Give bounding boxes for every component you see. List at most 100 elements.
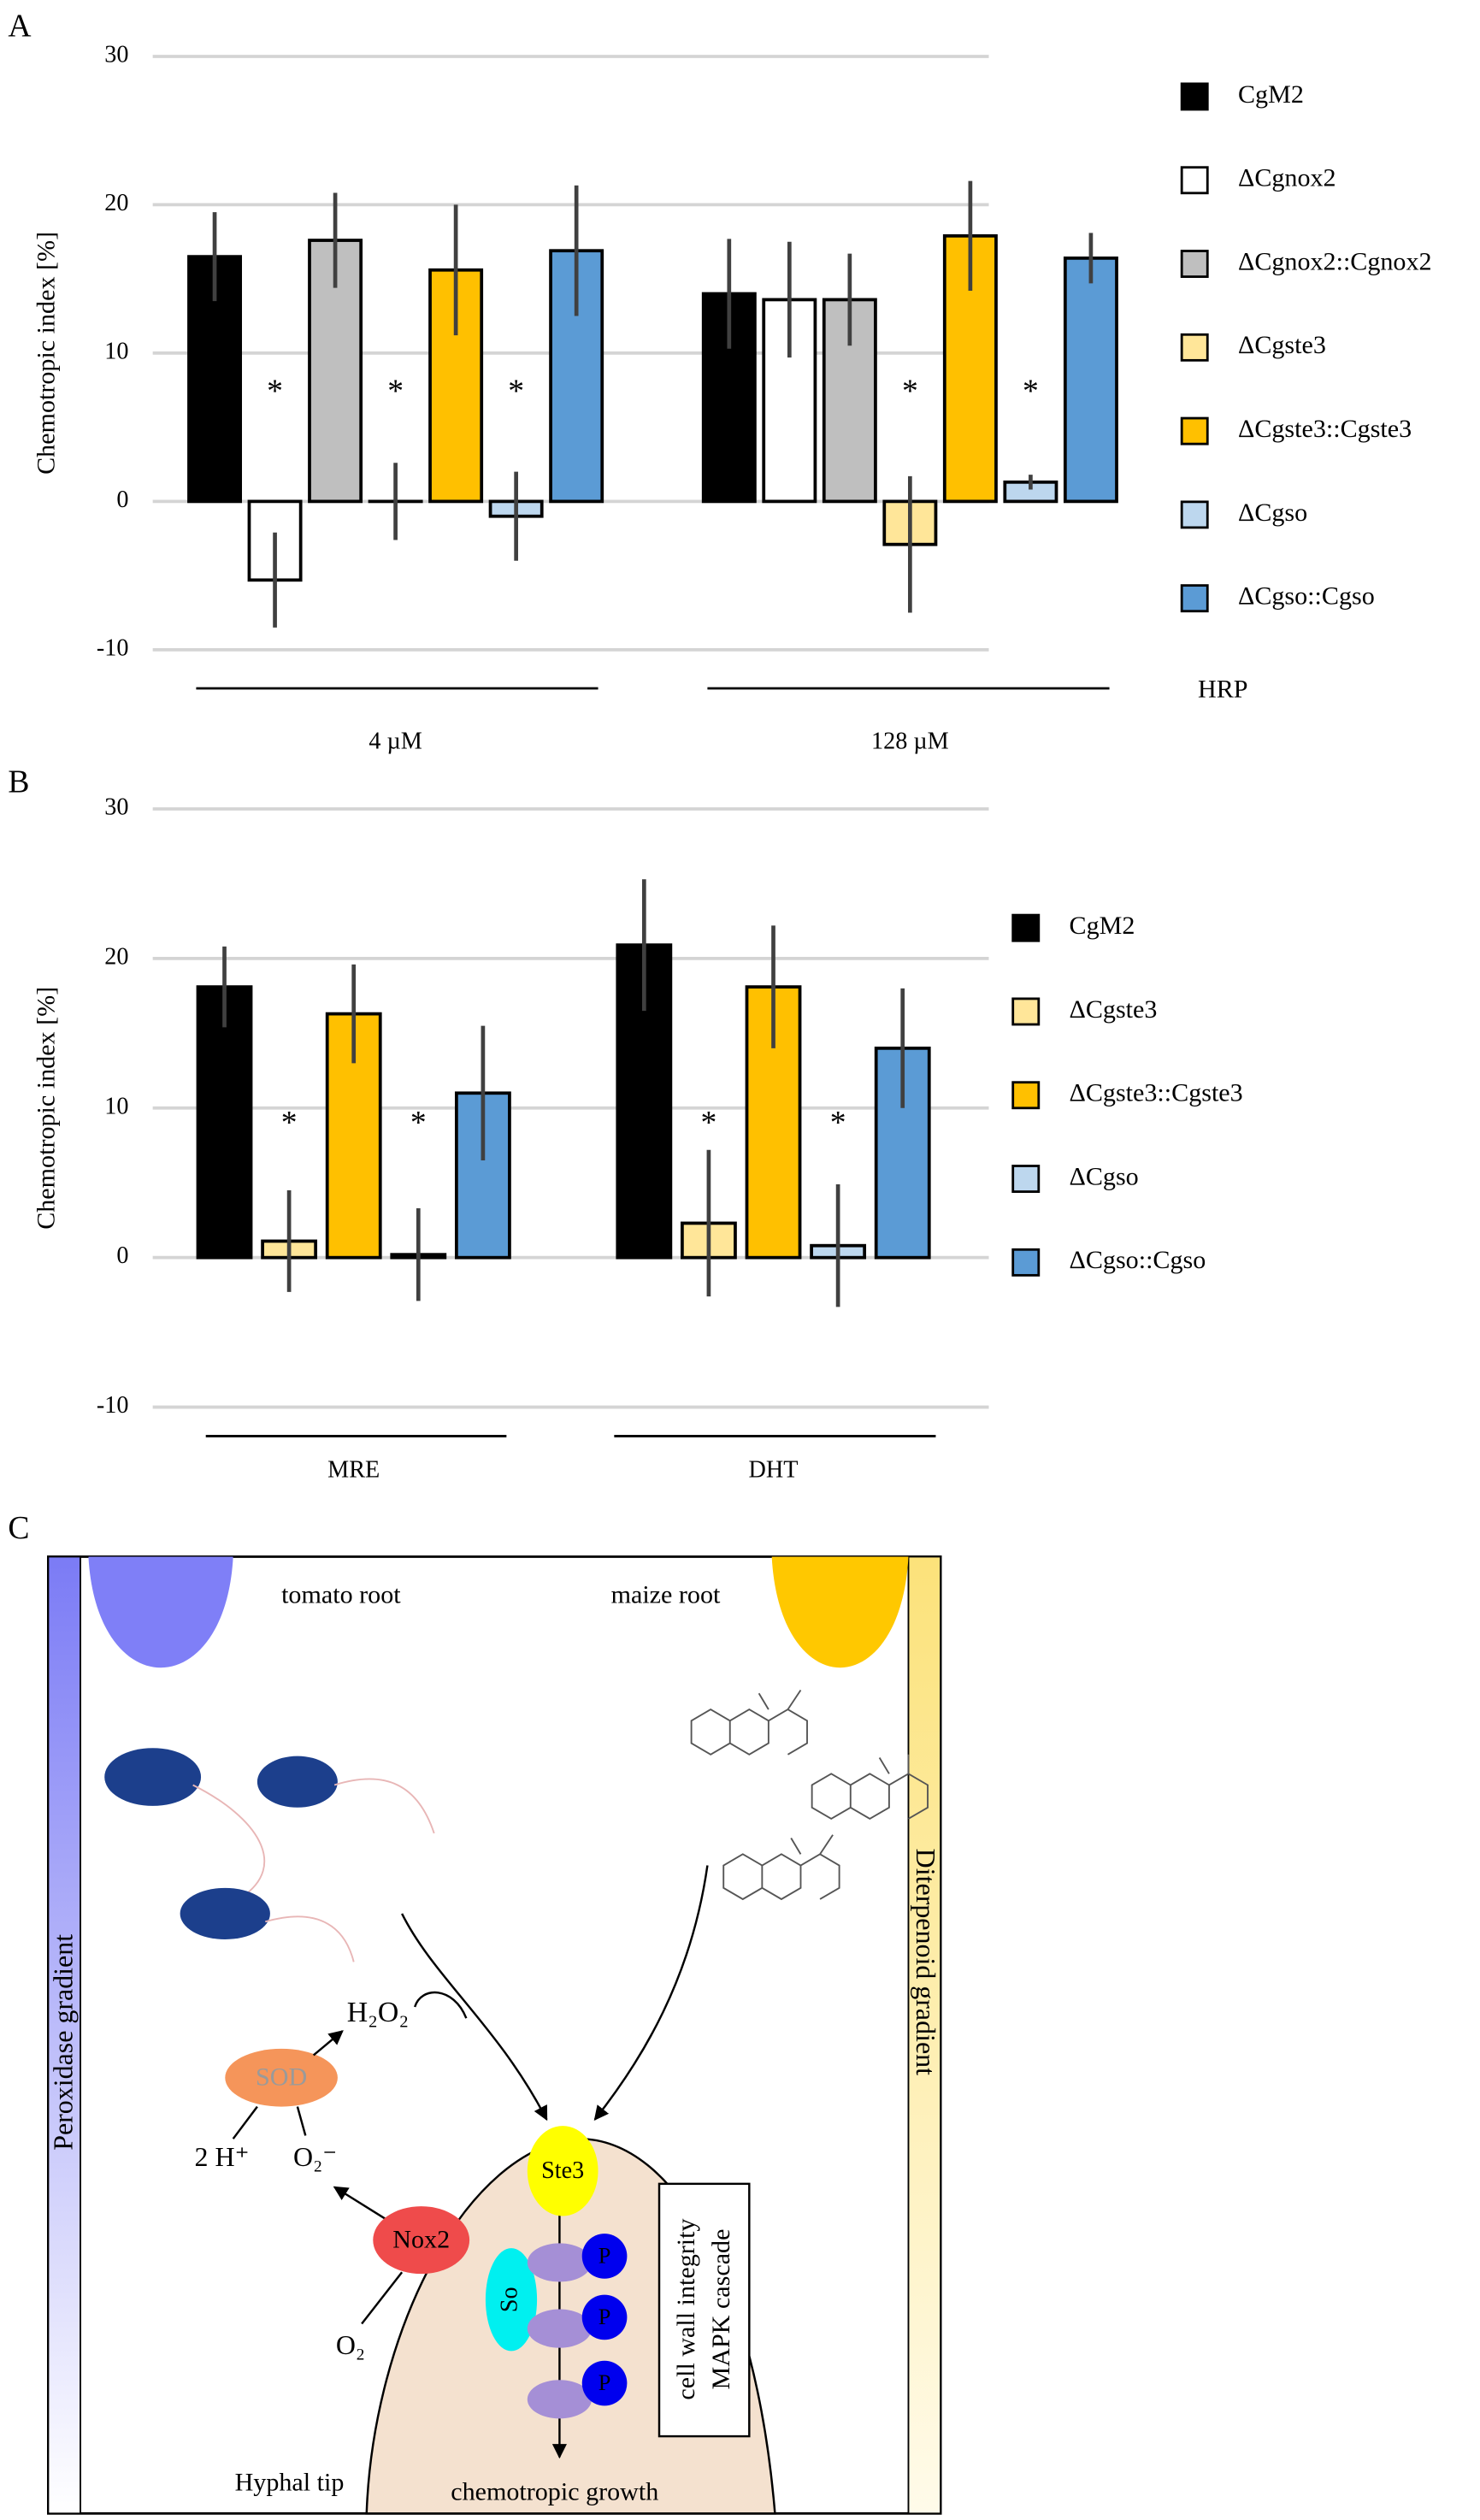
label: Ste3 bbox=[541, 2157, 584, 2184]
significance: * bbox=[387, 373, 404, 409]
kinase bbox=[527, 2380, 593, 2419]
legend-swatch bbox=[1180, 584, 1209, 613]
legend-label: CgM2 bbox=[1238, 80, 1304, 109]
legend-swatch bbox=[1180, 82, 1209, 111]
tomato-root bbox=[88, 1556, 233, 1668]
y-tick-label: 0 bbox=[116, 487, 128, 513]
legend-swatch bbox=[1180, 250, 1209, 278]
label: tomato root bbox=[281, 1579, 401, 1608]
sod bbox=[225, 2048, 338, 2107]
legend-label: ΔCgste3 bbox=[1238, 330, 1326, 359]
x-tick-label: 4 µM bbox=[369, 728, 422, 754]
arrow bbox=[593, 1865, 709, 2121]
label: MAPK cascade bbox=[706, 2229, 735, 2390]
gradient-label: Peroxidase gradient bbox=[48, 1934, 78, 2151]
significance: * bbox=[281, 1105, 298, 1141]
x-tick-label: MRE bbox=[327, 1456, 380, 1483]
x-tick-label: DHT bbox=[749, 1456, 799, 1483]
legend-label: ΔCgso::Cgso bbox=[1238, 581, 1375, 611]
legend-swatch bbox=[1180, 416, 1209, 446]
y-tick-label: 0 bbox=[116, 1242, 128, 1269]
label: P bbox=[598, 2305, 611, 2329]
kinase bbox=[527, 2309, 593, 2348]
y-tick-label: 30 bbox=[104, 41, 128, 68]
arrow-hook bbox=[414, 1991, 468, 2019]
label: O₂ bbox=[336, 2330, 365, 2360]
legend-swatch bbox=[1180, 166, 1209, 195]
so bbox=[485, 2248, 538, 2352]
y-axis-label: Chemotropic index [%] bbox=[31, 987, 60, 1230]
arrow bbox=[333, 2186, 386, 2221]
panel-label: A bbox=[8, 9, 31, 44]
legend-label: ΔCgste3::Cgste3 bbox=[1238, 414, 1412, 443]
group-axis-label: HRP bbox=[1198, 675, 1248, 704]
label: H₂O₂ bbox=[347, 1997, 409, 2028]
legend-swatch bbox=[1011, 1248, 1041, 1277]
significance: * bbox=[902, 373, 918, 409]
label: SOD bbox=[256, 2063, 307, 2092]
peroxidase-proteins bbox=[104, 1748, 435, 1962]
phosphate bbox=[581, 2360, 628, 2406]
x-tick-label: 128 µM bbox=[871, 728, 949, 754]
nox2 bbox=[373, 2206, 470, 2275]
y-tick-label: 30 bbox=[104, 794, 128, 820]
panel-label: B bbox=[8, 764, 29, 800]
phosphate bbox=[581, 2294, 628, 2340]
phosphate bbox=[581, 2234, 628, 2279]
ste3 bbox=[527, 2126, 598, 2216]
y-tick-label: 10 bbox=[104, 338, 128, 364]
gradient-label: Diterpenoid gradient bbox=[911, 1849, 940, 2075]
significance: * bbox=[410, 1105, 427, 1141]
bar bbox=[701, 292, 757, 504]
legend-label: ΔCgnox2::Cgnox2 bbox=[1238, 246, 1432, 275]
label: 2 H⁺ bbox=[195, 2142, 250, 2172]
label: cell wall integrity bbox=[671, 2218, 700, 2399]
y-tick-label: -10 bbox=[97, 1392, 129, 1419]
label: Hyphal tip bbox=[235, 2467, 345, 2496]
label: maize root bbox=[611, 1579, 721, 1608]
significance: * bbox=[508, 373, 524, 409]
legend-label: ΔCgso::Cgso bbox=[1070, 1245, 1206, 1274]
significance: * bbox=[267, 373, 283, 409]
label: P bbox=[598, 2370, 611, 2395]
peroxidase-bar bbox=[47, 1555, 81, 2515]
legend-label: ΔCgste3 bbox=[1070, 994, 1158, 1024]
legend-label: CgM2 bbox=[1070, 911, 1135, 940]
diterpenoids bbox=[690, 1690, 929, 1901]
legend-swatch bbox=[1011, 997, 1041, 1026]
connector bbox=[361, 2271, 404, 2325]
cascade-box bbox=[657, 2182, 751, 2438]
legend-label: ΔCgnox2 bbox=[1238, 163, 1336, 192]
label: P bbox=[598, 2243, 611, 2268]
legend-label: ΔCgso bbox=[1238, 498, 1307, 527]
y-axis-label: Chemotropic index [%] bbox=[31, 232, 60, 475]
bar bbox=[1063, 256, 1118, 504]
panel-label: C bbox=[8, 1510, 29, 1546]
legend-swatch bbox=[1180, 500, 1209, 529]
significance: * bbox=[701, 1105, 717, 1141]
connector bbox=[232, 2105, 307, 2139]
maize-root bbox=[771, 1556, 909, 1668]
y-tick-label: 20 bbox=[104, 190, 128, 216]
legend-swatch bbox=[1011, 1081, 1041, 1110]
arrow bbox=[312, 2030, 344, 2057]
diagram: C Peroxidase gradient Diterpenoid gradie… bbox=[8, 1510, 942, 2515]
label: O₂⁻ bbox=[293, 2142, 337, 2172]
arrow bbox=[401, 1913, 548, 2122]
y-tick-label: 20 bbox=[104, 943, 128, 970]
label: So bbox=[496, 2287, 522, 2312]
legend-label: ΔCgso bbox=[1070, 1161, 1139, 1190]
significance: * bbox=[830, 1105, 846, 1141]
y-tick-label: 10 bbox=[104, 1093, 128, 1119]
legend-label: ΔCgste3::Cgste3 bbox=[1070, 1078, 1243, 1107]
y-tick-label: -10 bbox=[97, 634, 129, 661]
label: Nox2 bbox=[392, 2224, 450, 2253]
legend-swatch bbox=[1011, 913, 1041, 942]
diterpenoid-bar bbox=[907, 1555, 942, 2515]
label: chemotropic growth bbox=[451, 2477, 658, 2506]
bar bbox=[196, 985, 253, 1260]
legend-swatch bbox=[1011, 1165, 1041, 1193]
kinase bbox=[527, 2243, 593, 2282]
